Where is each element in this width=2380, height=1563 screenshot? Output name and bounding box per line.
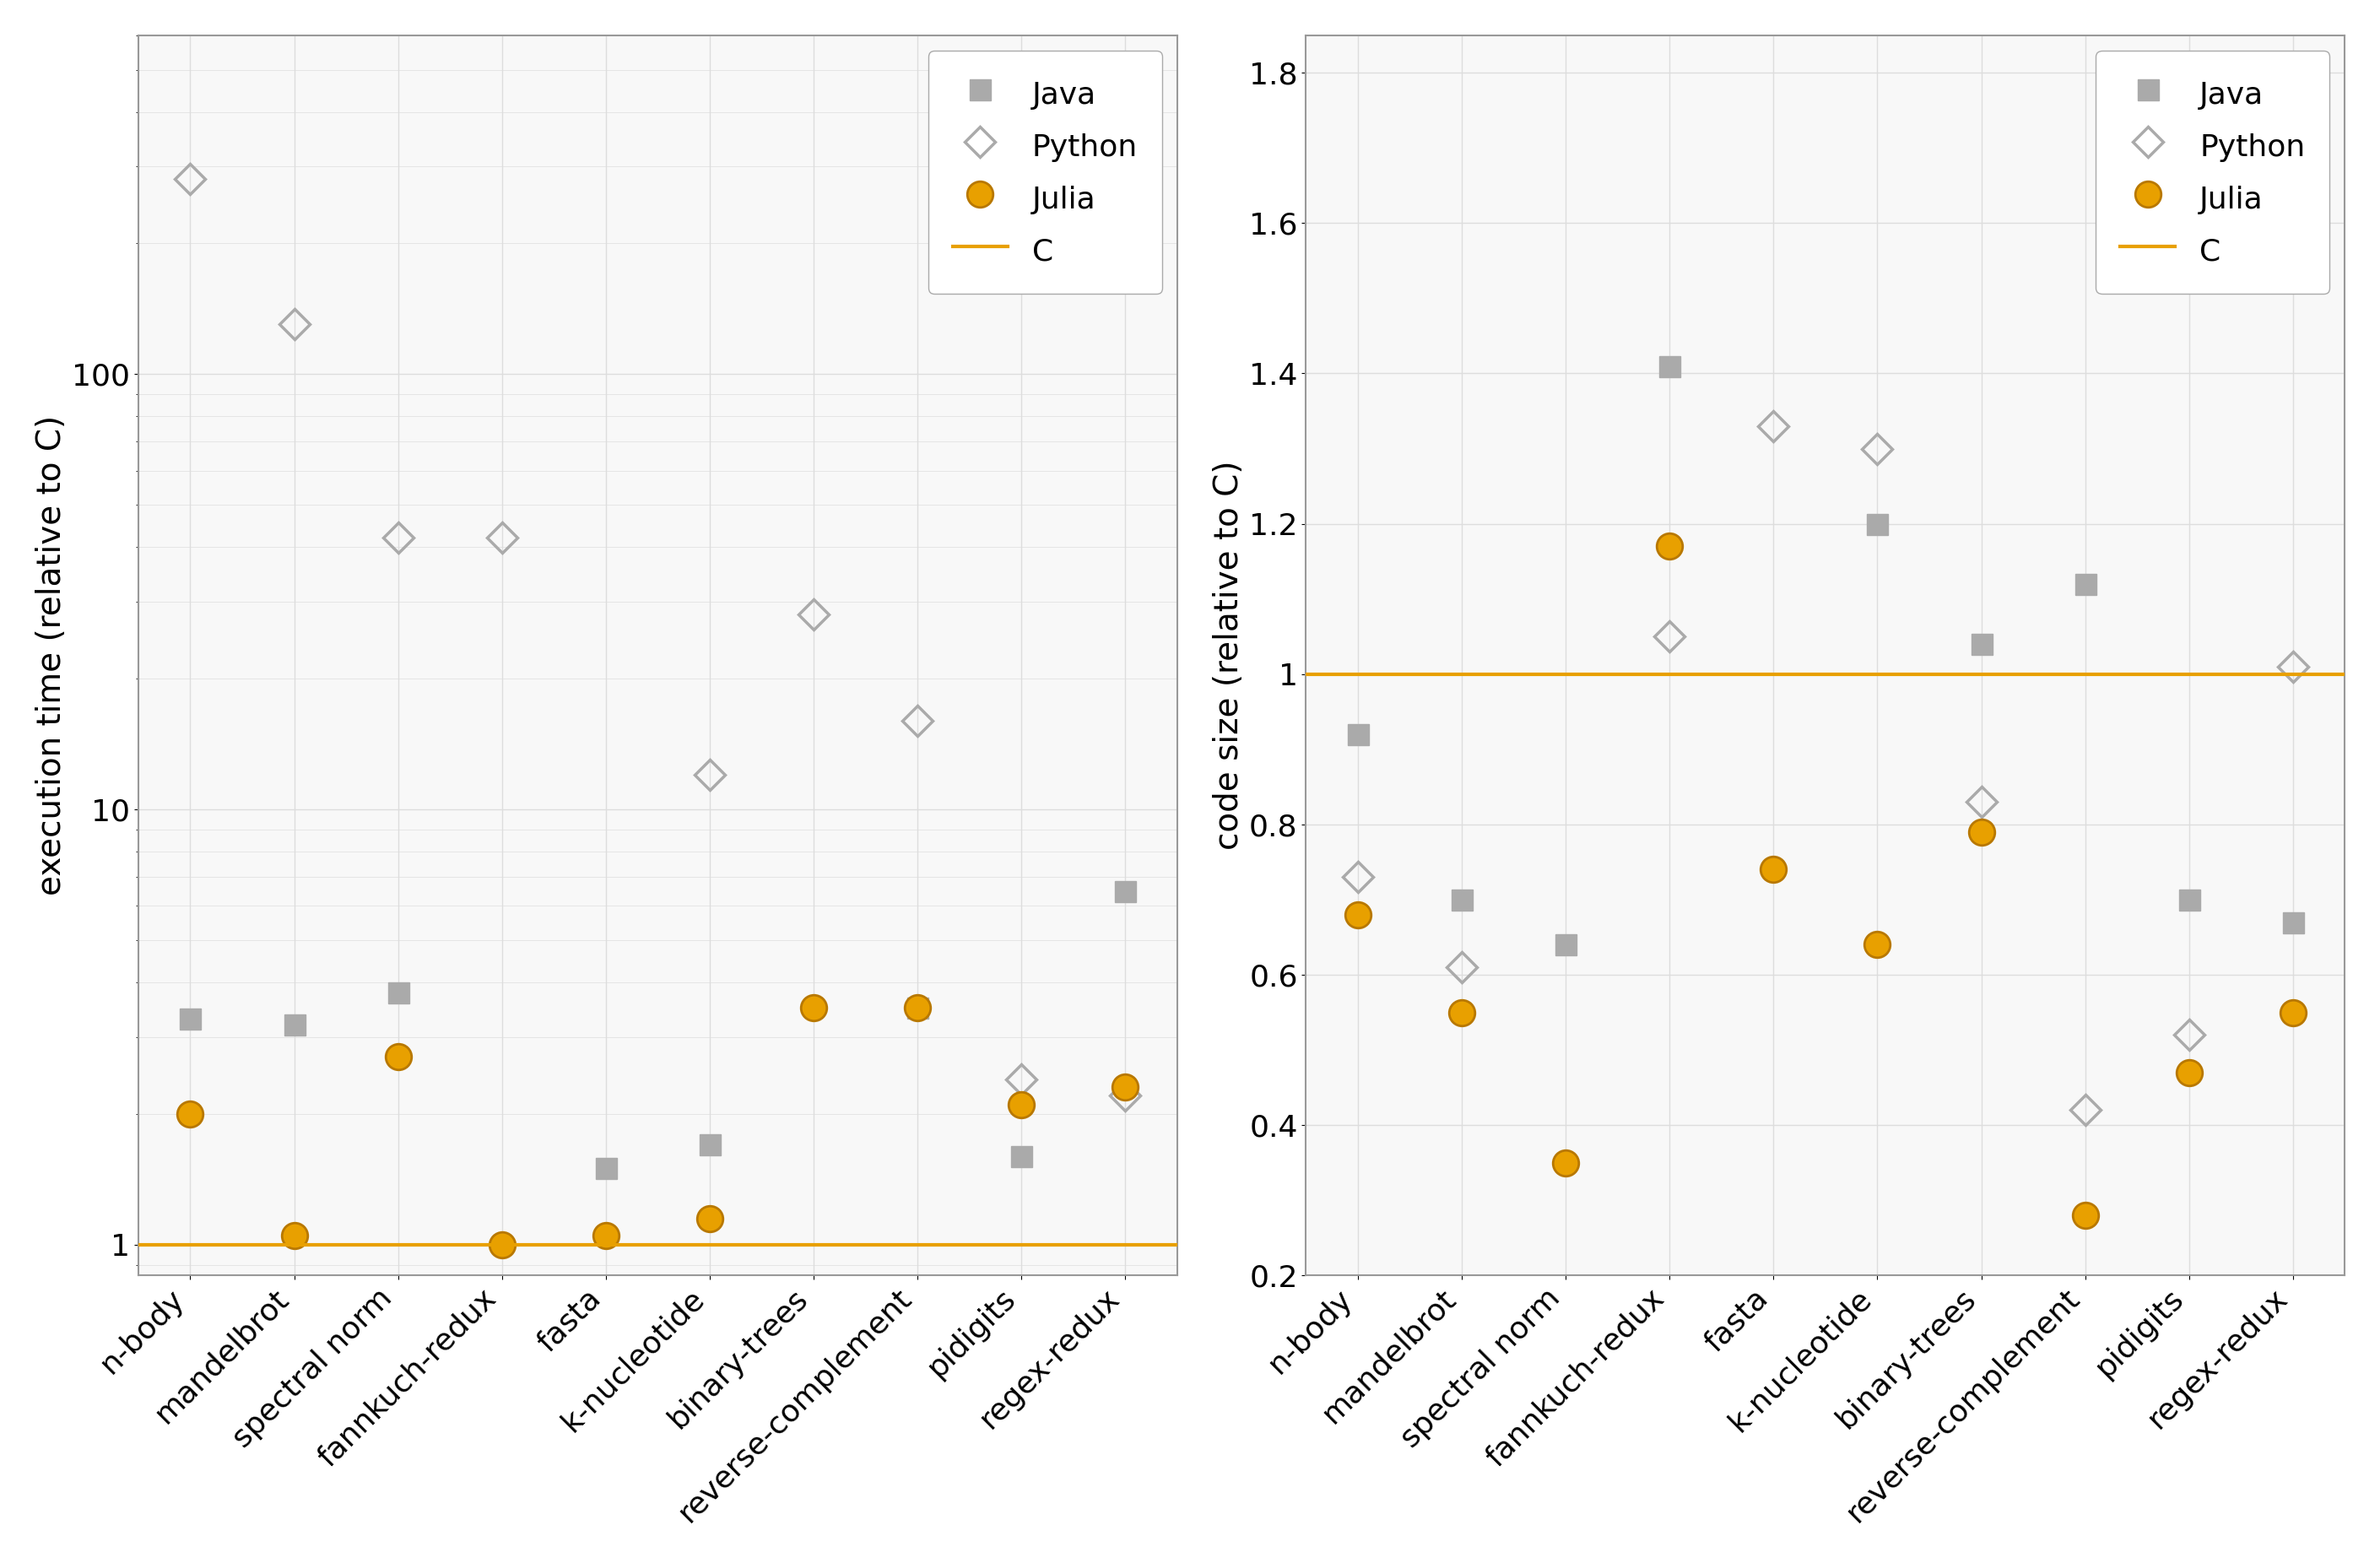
Legend: Java, Python, Julia, C: Java, Python, Julia, C (2097, 50, 2330, 294)
Y-axis label: execution time (relative to C): execution time (relative to C) (36, 416, 67, 896)
Y-axis label: code size (relative to C): code size (relative to C) (1211, 461, 1245, 850)
Legend: Java, Python, Julia, C: Java, Python, Julia, C (928, 50, 1161, 294)
